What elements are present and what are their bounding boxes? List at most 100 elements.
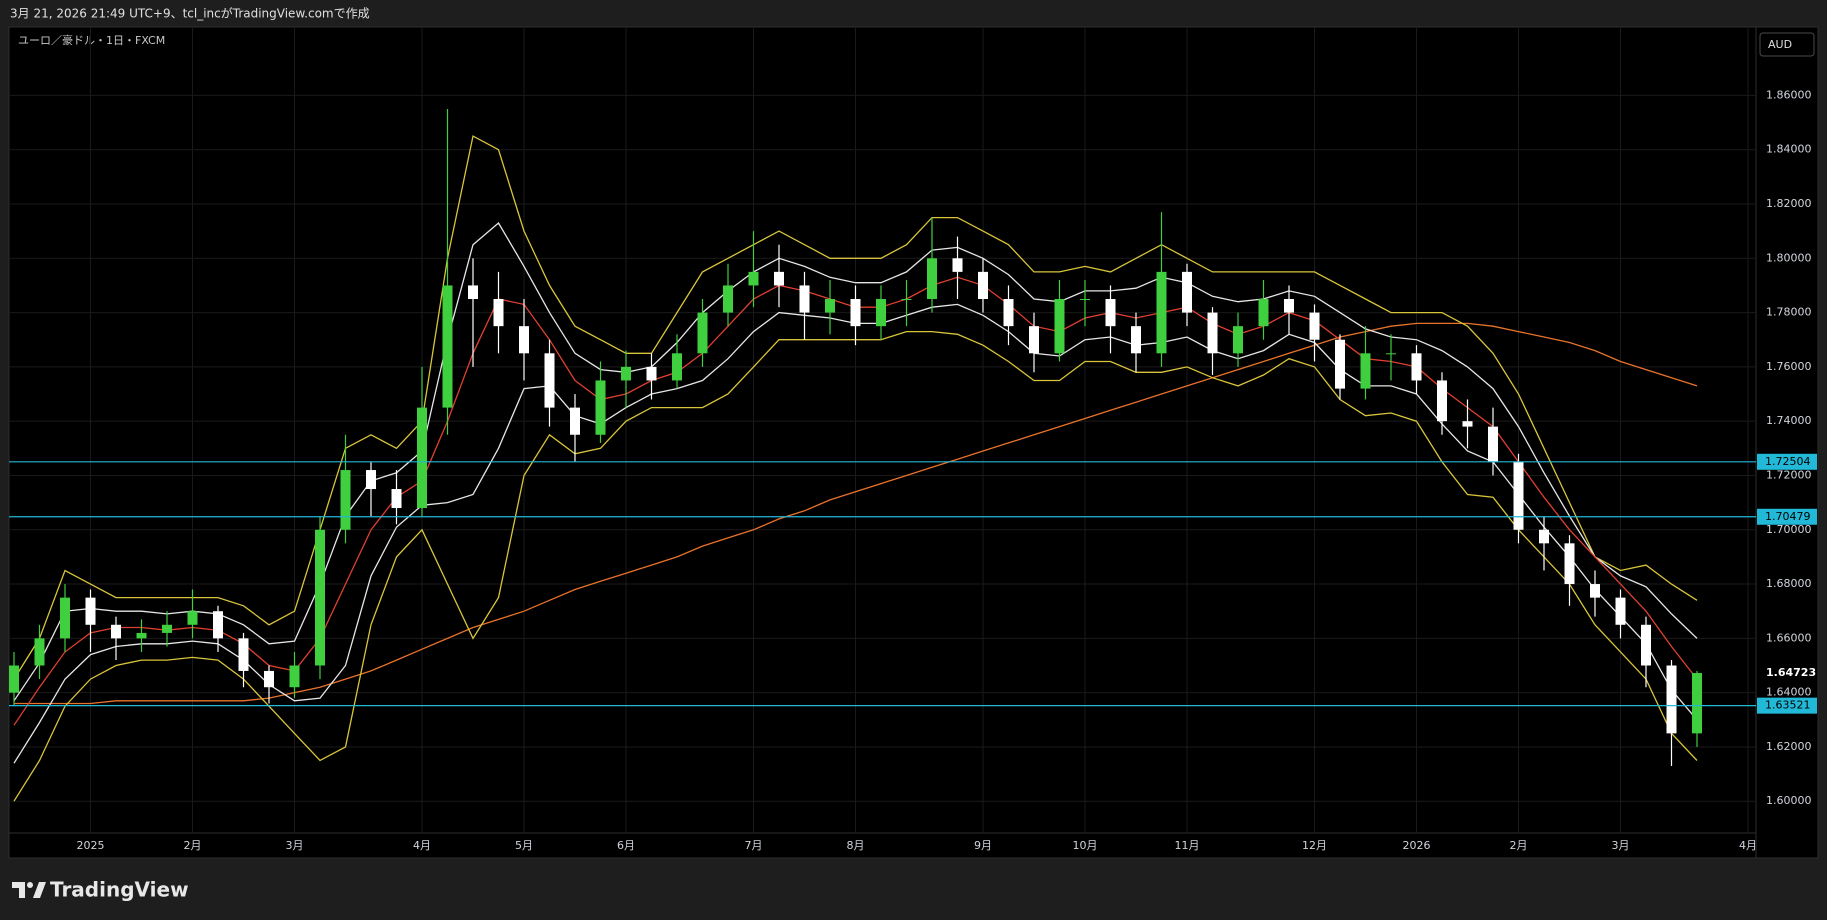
candle-body	[850, 299, 861, 327]
price-label-box	[1757, 453, 1817, 470]
logo-icon	[27, 882, 33, 888]
y-tick-label: 1.68000	[1766, 577, 1812, 590]
plot: 1.60000 1.62000 1.64000 1.66000 1.68000 1.700…	[9, 27, 1817, 852]
price-label-box	[1757, 508, 1817, 525]
y-tick-label: 1.64000	[1766, 686, 1812, 699]
logo-icon	[12, 882, 25, 898]
x-tick-label: 2月	[184, 839, 202, 852]
y-tick-label: 1.82000	[1766, 197, 1812, 210]
candle-body	[1411, 353, 1422, 381]
candle-body	[9, 665, 19, 693]
candle-body	[1360, 353, 1371, 389]
header-title: 3月 21, 2026 21:49 UTC+9、tcl_incがTradingV…	[10, 6, 370, 21]
y-tick-label: 1.60000	[1766, 794, 1812, 807]
candle-body	[876, 299, 886, 327]
x-tick-label: 8月	[847, 839, 865, 852]
x-tick-label: 11月	[1175, 839, 1200, 852]
candle-body	[825, 299, 835, 313]
candle-body	[1488, 426, 1498, 462]
candle-body	[264, 670, 274, 688]
candle-body	[1615, 597, 1626, 625]
x-tick-label: 4月	[413, 839, 431, 852]
symbol-title: ユーロ／豪ドル・1日・FXCM	[18, 33, 165, 47]
candle-body	[1564, 543, 1575, 585]
candle-body	[136, 632, 147, 639]
price-label-box	[1757, 697, 1817, 714]
x-tick-label: 5月	[515, 839, 533, 852]
y-tick-label: 1.70000	[1766, 523, 1812, 536]
candle-body	[85, 597, 96, 625]
x-tick-label: 2025	[77, 839, 105, 852]
candle-body	[1054, 299, 1065, 354]
last-price-label: 1.64723	[1766, 666, 1816, 679]
candle-body	[111, 624, 121, 639]
candle-body	[1284, 299, 1294, 313]
currency-button[interactable]	[1759, 32, 1815, 57]
candle-body	[646, 366, 657, 381]
candle-body	[1156, 271, 1167, 354]
candle-body	[1080, 299, 1090, 301]
candle-body	[493, 299, 504, 327]
candle-body	[315, 529, 325, 666]
candle-body	[1105, 299, 1116, 327]
candle-body	[391, 489, 402, 509]
candle-body	[621, 366, 631, 381]
candle-body	[799, 285, 810, 313]
x-tick-label: 2月	[1510, 839, 1528, 852]
candle-body	[1131, 326, 1141, 354]
candle-body	[1309, 312, 1320, 340]
currency-label[interactable]: AUD	[1768, 38, 1792, 51]
logo-icon	[33, 882, 46, 898]
candle-body	[238, 638, 249, 671]
price-label: 1.63521	[1765, 699, 1811, 712]
candle-body	[442, 285, 453, 408]
candle-body	[1386, 353, 1396, 355]
candle-body	[1692, 673, 1702, 734]
candle-body	[519, 326, 529, 354]
candle-body	[952, 258, 963, 272]
candle-body	[366, 470, 376, 490]
candle-body	[544, 353, 555, 408]
candle-body	[213, 611, 223, 639]
price-label: 1.72504	[1765, 455, 1811, 468]
y-tick-label: 1.74000	[1766, 414, 1812, 427]
candle-body	[162, 624, 172, 633]
y-tick-label: 1.86000	[1766, 88, 1812, 101]
y-tick-label: 1.78000	[1766, 306, 1812, 319]
candle-body	[468, 285, 478, 300]
candle-body	[1513, 461, 1524, 530]
candle-body	[1462, 421, 1473, 427]
candle-body	[1207, 312, 1218, 354]
candle-body	[1233, 326, 1243, 354]
candle-body	[1666, 665, 1677, 734]
candle-body	[1003, 299, 1014, 327]
chart-frame	[8, 26, 1819, 859]
x-tick-label: 7月	[745, 839, 763, 852]
series-layer	[9, 108, 1702, 802]
candle-body	[901, 299, 912, 301]
candle-body	[1590, 584, 1600, 598]
candle-body	[723, 285, 733, 313]
x-tick-label: 12月	[1302, 839, 1327, 852]
candle-body	[1029, 326, 1039, 354]
logo-text: TradingView	[50, 878, 189, 902]
y-tick-label: 1.66000	[1766, 631, 1812, 644]
x-tick-label: 3月	[286, 839, 304, 852]
candle-body	[697, 312, 708, 354]
candle-body	[978, 271, 988, 300]
price-label: 1.70479	[1765, 510, 1811, 523]
candle-body	[672, 353, 682, 381]
y-tick-label: 1.80000	[1766, 251, 1812, 264]
candle-body	[1539, 529, 1549, 544]
logo: TradingView	[12, 878, 189, 902]
candle-body	[1335, 339, 1345, 389]
x-tick-label: 9月	[974, 839, 992, 852]
candle-body	[748, 271, 759, 286]
y-tick-label: 1.62000	[1766, 740, 1812, 753]
candle-body	[417, 407, 427, 509]
candle-body	[774, 271, 784, 286]
candle-body	[340, 470, 351, 530]
x-tick-label: 3月	[1612, 839, 1630, 852]
